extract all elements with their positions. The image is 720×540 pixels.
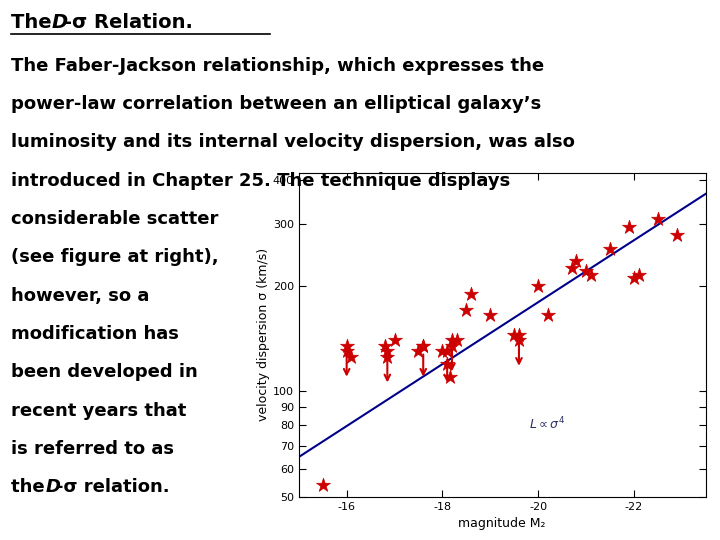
Point [604, 245, 616, 253]
Point [382, 353, 393, 362]
Point [461, 306, 472, 315]
Text: the: the [11, 478, 50, 496]
Point [585, 271, 596, 279]
Point [341, 341, 352, 350]
Point [346, 353, 357, 362]
Point [633, 271, 644, 279]
Text: modification has: modification has [11, 325, 179, 343]
Point [341, 347, 352, 356]
Point [513, 330, 525, 339]
Point [451, 336, 462, 345]
Text: luminosity and its internal velocity dispersion, was also: luminosity and its internal velocity dis… [11, 133, 575, 151]
Point [652, 215, 664, 224]
Point [628, 274, 639, 282]
Point [571, 257, 582, 266]
Text: -σ relation.: -σ relation. [56, 478, 170, 496]
Text: recent years that: recent years that [11, 402, 186, 420]
Point [413, 347, 424, 356]
Point [465, 289, 477, 298]
Text: The Faber-Jackson relationship, which expresses the: The Faber-Jackson relationship, which ex… [11, 57, 544, 75]
Y-axis label: velocity dispersion σ (km/s): velocity dispersion σ (km/s) [257, 248, 270, 421]
Text: D: D [45, 478, 60, 496]
Point [389, 336, 400, 345]
Point [542, 310, 554, 319]
Point [532, 281, 544, 290]
Text: is referred to as: is referred to as [11, 440, 174, 458]
Point [566, 264, 577, 272]
Point [446, 336, 458, 345]
Point [441, 359, 453, 368]
Text: power-law correlation between an elliptical galaxy’s: power-law correlation between an ellipti… [11, 95, 541, 113]
Point [436, 347, 448, 356]
Point [485, 310, 496, 319]
Text: considerable scatter: considerable scatter [11, 210, 218, 228]
Point [446, 341, 458, 350]
Point [624, 222, 635, 231]
Text: $L \propto \sigma^4$: $L \propto \sigma^4$ [528, 415, 564, 432]
Point [508, 330, 520, 339]
Text: however, so a: however, so a [11, 287, 149, 305]
Text: D: D [52, 14, 68, 32]
Point [671, 230, 683, 239]
Point [513, 336, 525, 345]
Point [379, 341, 391, 350]
Text: been developed in: been developed in [11, 363, 197, 381]
Point [441, 347, 453, 356]
X-axis label: magnitude M₂: magnitude M₂ [459, 517, 546, 530]
Point [444, 373, 455, 381]
Text: (see figure at right),: (see figure at right), [11, 248, 218, 266]
Point [418, 341, 429, 350]
Text: The: The [11, 14, 58, 32]
Text: introduced in Chapter 25. The technique displays: introduced in Chapter 25. The technique … [11, 172, 510, 190]
Point [418, 341, 429, 350]
Point [382, 347, 393, 356]
Text: -σ Relation.: -σ Relation. [64, 14, 193, 32]
Point [317, 481, 328, 489]
Point [580, 267, 592, 275]
